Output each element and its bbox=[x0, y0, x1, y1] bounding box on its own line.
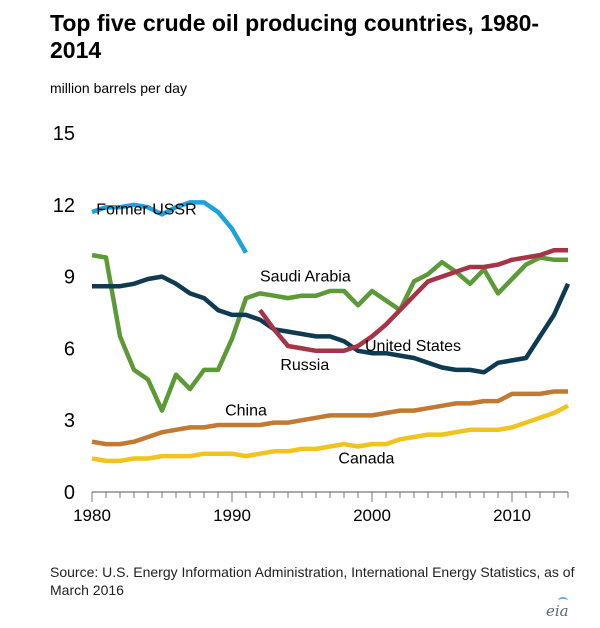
chart-title: Top five crude oil producing countries, … bbox=[50, 10, 540, 63]
series-line-former-ussr bbox=[91, 200, 248, 254]
line-chart: 1980 1990 2000 2010 0 3 6 9 12 15 Former USSR Saud… bbox=[53, 123, 571, 525]
x-tick-label: 1990 bbox=[213, 506, 251, 525]
series-label-united-states: United States bbox=[365, 338, 461, 355]
series-label-china: China bbox=[225, 402, 267, 419]
series-label-russia: Russia bbox=[280, 357, 329, 374]
x-tick-label: 2010 bbox=[493, 506, 531, 525]
y-tick-label: 6 bbox=[64, 338, 75, 360]
y-tick-label: 15 bbox=[53, 123, 75, 145]
y-tick-label: 9 bbox=[64, 267, 75, 289]
series-label-former-ussr: Former USSR bbox=[96, 201, 196, 218]
series-label-saudi-arabia: Saudi Arabia bbox=[260, 268, 351, 285]
eia-logo: eia bbox=[546, 597, 569, 620]
axis-layer: 1980 1990 2000 2010 0 3 6 9 12 15 bbox=[53, 123, 569, 525]
series-label-layer: Former USSR Saudi Arabia United States Russ… bbox=[96, 201, 461, 467]
y-tick-label: 0 bbox=[64, 482, 75, 504]
y-tick-label: 12 bbox=[53, 195, 75, 217]
x-tick-label: 2000 bbox=[353, 506, 391, 525]
unit-label: million barrels per day bbox=[50, 80, 187, 96]
source-note: Source: U.S. Energy Information Administ… bbox=[50, 564, 575, 598]
y-tick-label: 3 bbox=[64, 410, 75, 432]
series-line-russia bbox=[258, 248, 568, 354]
series-label-canada: Canada bbox=[338, 450, 394, 467]
x-tick-label: 1980 bbox=[73, 506, 111, 525]
series-line-china bbox=[91, 389, 568, 447]
series-line-canada bbox=[91, 403, 570, 464]
series-layer bbox=[91, 200, 571, 464]
series-line-united-states bbox=[92, 274, 571, 375]
series-line-saudi-arabia bbox=[91, 252, 568, 413]
